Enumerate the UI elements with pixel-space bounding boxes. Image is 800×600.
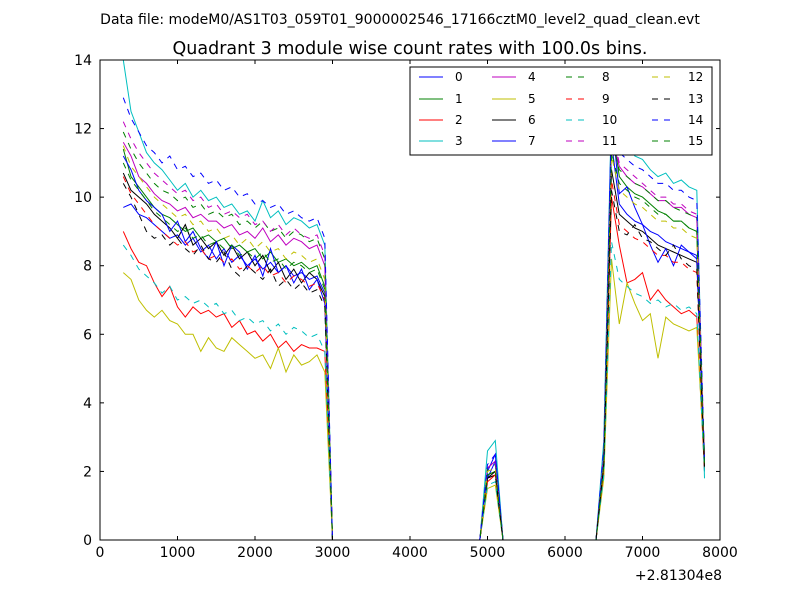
series-11-line bbox=[122, 121, 705, 541]
series-1-line bbox=[122, 121, 705, 541]
y-tick-label: 12 bbox=[74, 122, 92, 138]
y-tick-label: 4 bbox=[83, 396, 92, 412]
x-axis: 0 1000 2000 3000 4000 5000 6000 7000 8000 bbox=[96, 60, 738, 561]
legend-label-1: 1 bbox=[455, 92, 463, 106]
legend-label-8: 8 bbox=[602, 70, 610, 84]
legend-label-9: 9 bbox=[602, 92, 610, 106]
series-8-line bbox=[122, 131, 705, 541]
x-tick-label: 3000 bbox=[315, 545, 351, 561]
plot-lines bbox=[122, 59, 705, 541]
legend-label-11: 11 bbox=[602, 134, 617, 148]
legend-box bbox=[409, 66, 713, 156]
legend-label-6: 6 bbox=[528, 113, 536, 127]
x-tick-label: 7000 bbox=[625, 545, 661, 561]
x-tick-label: 4000 bbox=[392, 545, 428, 561]
legend-label-13: 13 bbox=[688, 92, 703, 106]
x-offset-label: +2.81304e8 bbox=[635, 568, 722, 584]
legend-label-14: 14 bbox=[688, 113, 703, 127]
series-14-line bbox=[122, 97, 705, 541]
series-13-line bbox=[122, 183, 705, 541]
series-15-line bbox=[122, 152, 705, 541]
y-tick-label: 6 bbox=[83, 327, 92, 343]
legend-label-5: 5 bbox=[528, 92, 536, 106]
series-5-line bbox=[122, 258, 705, 541]
series-12-line bbox=[122, 145, 705, 541]
y-tick-label: 10 bbox=[74, 190, 92, 206]
y-tick-label: 8 bbox=[83, 259, 92, 275]
legend-label-7: 7 bbox=[528, 134, 536, 148]
x-tick-label: 8000 bbox=[702, 545, 738, 561]
x-tick-label: 6000 bbox=[547, 545, 583, 561]
y-tick-label: 14 bbox=[74, 53, 92, 69]
series-9-line bbox=[122, 176, 705, 541]
y-tick-label: 0 bbox=[83, 533, 92, 549]
legend-label-0: 0 bbox=[455, 70, 463, 84]
x-tick-label: 5000 bbox=[470, 545, 506, 561]
x-tick-label: 2000 bbox=[237, 545, 273, 561]
series-10-line bbox=[122, 241, 705, 541]
legend-label-10: 10 bbox=[602, 113, 617, 127]
series-6-line bbox=[122, 169, 705, 541]
x-tick-label: 1000 bbox=[160, 545, 196, 561]
legend-label-2: 2 bbox=[455, 113, 463, 127]
legend-label-12: 12 bbox=[688, 70, 703, 84]
x-tick-label: 0 bbox=[96, 545, 105, 561]
y-tick-label: 2 bbox=[83, 464, 92, 480]
chart-title: Quadrant 3 module wise count rates with … bbox=[173, 39, 648, 59]
figure-suptitle: Data file: modeM0/AS1T03_059T01_90000025… bbox=[100, 12, 700, 28]
legend-label-15: 15 bbox=[688, 134, 703, 148]
series-4-line bbox=[122, 135, 705, 541]
legend-label-4: 4 bbox=[528, 70, 536, 84]
legend-label-3: 3 bbox=[455, 134, 463, 148]
series-3-line bbox=[122, 59, 705, 541]
series-2-line bbox=[122, 197, 705, 541]
